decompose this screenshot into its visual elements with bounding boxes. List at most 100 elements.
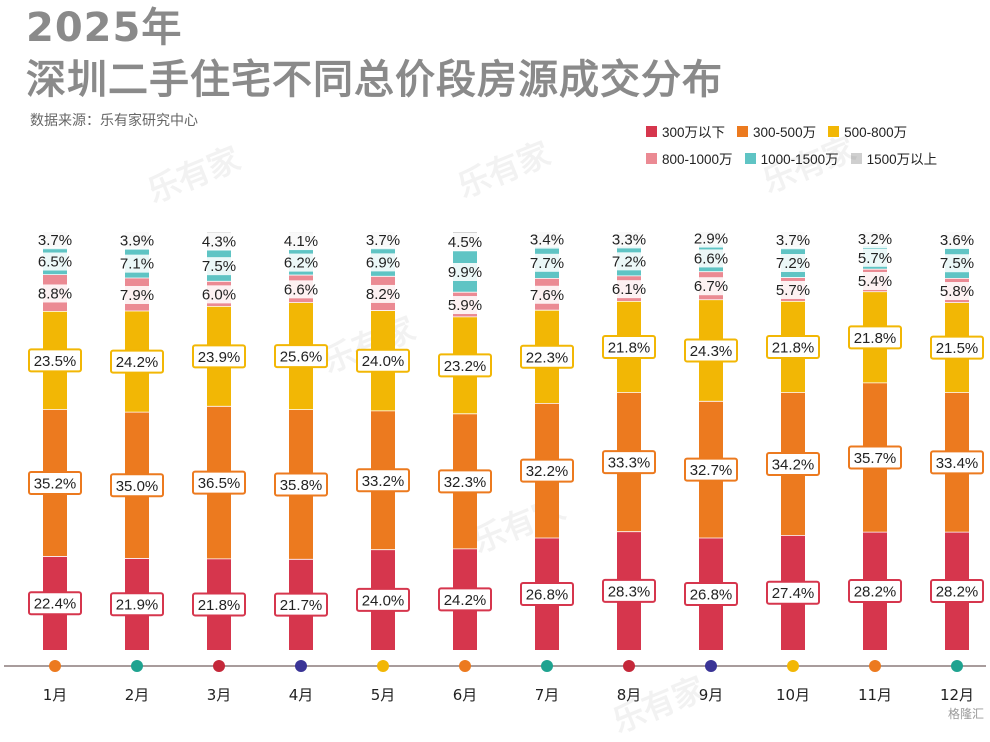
data-label: 26.8% — [526, 586, 569, 603]
data-label-bg — [936, 254, 978, 273]
data-label: 4.3% — [202, 233, 236, 250]
axis-dot — [377, 660, 389, 672]
data-label: 28.2% — [936, 584, 979, 601]
data-label-box — [520, 581, 574, 606]
data-label: 35.8% — [280, 477, 323, 494]
data-label-bg — [690, 229, 732, 248]
x-tick-label: 1月 — [43, 686, 68, 704]
data-label: 5.8% — [940, 283, 974, 300]
data-label-bg — [772, 231, 814, 250]
data-label-bg — [116, 231, 158, 250]
axis-dot — [705, 660, 717, 672]
legend-label: 300-500万 — [753, 125, 817, 140]
data-label: 3.4% — [530, 232, 564, 249]
data-label: 7.9% — [120, 287, 154, 304]
x-tick-label: 7月 — [535, 686, 560, 704]
data-label-bg — [280, 253, 322, 272]
data-label: 24.0% — [362, 592, 405, 609]
data-label-bg — [772, 280, 814, 299]
legend-item: 300万以下 — [646, 121, 725, 141]
legend-item: 1500万以上 — [850, 148, 937, 168]
data-label: 32.7% — [690, 462, 733, 479]
data-label-box — [848, 445, 902, 470]
data-label-bg — [116, 254, 158, 273]
axis-dot — [787, 660, 799, 672]
data-label-box — [274, 472, 328, 497]
data-label: 3.6% — [940, 232, 974, 249]
data-label: 5.9% — [448, 297, 482, 314]
data-label: 3.7% — [38, 232, 72, 249]
data-label-box — [192, 344, 246, 369]
legend-swatch — [828, 125, 840, 137]
data-label-box — [848, 325, 902, 350]
data-label-bg — [526, 285, 568, 304]
data-label: 7.5% — [202, 258, 236, 275]
axis-dot — [213, 660, 225, 672]
data-label-box — [520, 344, 574, 369]
data-label-box — [192, 592, 246, 617]
data-label: 23.2% — [444, 358, 487, 375]
legend-swatch — [850, 152, 862, 164]
data-label: 6.2% — [284, 255, 318, 272]
data-label-box — [28, 591, 82, 616]
data-label: 5.7% — [776, 282, 810, 299]
legend-swatch — [744, 152, 756, 164]
legend-label: 800-1000万 — [662, 152, 733, 167]
data-label: 36.5% — [198, 475, 241, 492]
x-tick-label: 6月 — [453, 686, 478, 704]
data-label-bg — [444, 296, 486, 315]
data-label-bg — [116, 285, 158, 304]
data-label: 2.9% — [694, 231, 728, 248]
data-label: 7.5% — [940, 255, 974, 272]
x-tick-label: 12月 — [940, 686, 974, 704]
data-label-bg — [280, 232, 322, 251]
data-label-bg — [854, 230, 896, 249]
legend-item: 500-800万 — [828, 121, 907, 141]
data-label-bg — [444, 232, 486, 251]
data-label: 5.4% — [858, 273, 892, 290]
stacked-bar-chart: 22.4% 35.2% 23.5% 8.8% 6.5% 3.7% 1月 21.9% 35.0% 2… — [4, 229, 986, 704]
data-label-bg — [854, 248, 896, 267]
chart-title: 深圳二手住宅不同总价段房源成交分布 — [26, 57, 723, 103]
data-label-box — [684, 457, 738, 482]
data-label: 27.4% — [772, 585, 815, 602]
data-label: 21.8% — [854, 330, 897, 347]
data-label: 6.9% — [366, 254, 400, 271]
data-label: 9.9% — [448, 264, 482, 281]
data-label-bg — [362, 253, 404, 272]
data-label: 6.0% — [202, 286, 236, 303]
axis-dot — [869, 660, 881, 672]
data-label: 21.7% — [280, 597, 323, 614]
legend-item: 300-500万 — [737, 121, 816, 141]
legend-swatch — [737, 125, 749, 137]
data-label-bg — [690, 277, 732, 296]
data-label: 24.0% — [362, 353, 405, 370]
data-label-bg — [34, 231, 76, 250]
data-label: 21.8% — [772, 339, 815, 356]
data-label: 6.6% — [284, 281, 318, 298]
data-label: 7.1% — [120, 256, 154, 273]
data-label: 6.1% — [612, 281, 646, 298]
data-label-bg — [608, 280, 650, 299]
data-label: 32.3% — [444, 474, 487, 491]
data-label: 7.7% — [530, 255, 564, 272]
data-label: 3.7% — [776, 232, 810, 249]
chart-title-year: 2025年 — [26, 5, 183, 51]
data-label-box — [520, 458, 574, 483]
data-label-bg — [772, 254, 814, 273]
data-label-box — [110, 349, 164, 374]
x-tick-label: 9月 — [699, 686, 724, 704]
data-label: 6.6% — [694, 250, 728, 267]
data-label: 6.5% — [38, 254, 72, 271]
data-label: 34.2% — [772, 456, 815, 473]
data-label: 21.5% — [936, 340, 979, 357]
data-label: 5.7% — [858, 250, 892, 267]
data-source: 数据来源：乐有家研究中心 — [30, 113, 198, 129]
axis-dot — [49, 660, 61, 672]
data-label-box — [602, 450, 656, 475]
data-label: 6.7% — [694, 278, 728, 295]
data-label-box — [28, 348, 82, 373]
data-label-box — [930, 335, 984, 360]
x-tick-label: 2月 — [125, 686, 150, 704]
data-label-box — [274, 592, 328, 617]
